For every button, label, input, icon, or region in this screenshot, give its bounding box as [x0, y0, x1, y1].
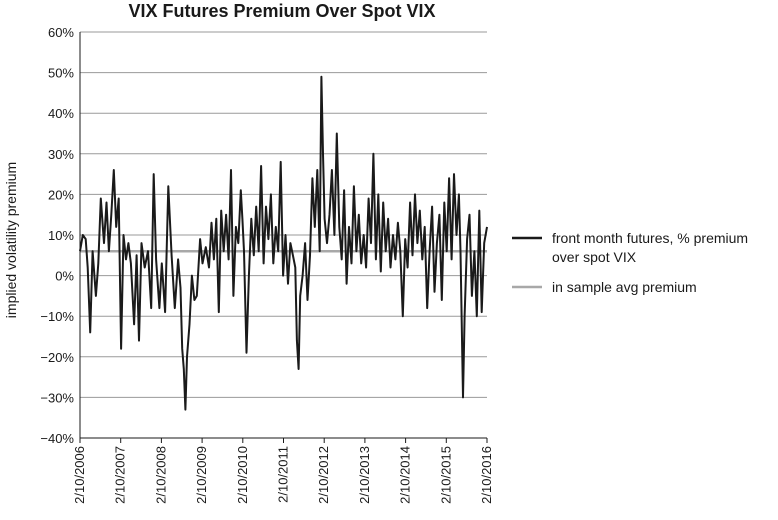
y-tick-label: −10% — [40, 309, 74, 324]
y-tick-labels: −40% −30% −20% −10% 0% 10% 20% 30% 40% 50% 60% — [40, 25, 74, 446]
y-tick-label: 50% — [48, 66, 74, 81]
y-tick-label: 60% — [48, 25, 74, 40]
x-tick-label: 2/10/2010 — [235, 446, 250, 504]
legend: front month futures, % premium over spot … — [512, 230, 748, 295]
x-tick-labels: 2/10/2006 2/10/2007 2/10/2008 2/10/2009 2/10… — [72, 446, 494, 504]
x-tick-label: 2/10/2013 — [357, 446, 372, 504]
legend-label-front-month: front month futures, % premium over spot … — [552, 230, 748, 265]
x-tick-label: 2/10/2014 — [398, 446, 413, 504]
y-tick-label: 0% — [55, 269, 74, 284]
x-tick-label: 2/10/2007 — [113, 446, 128, 504]
y-tick-label: 30% — [48, 147, 74, 162]
x-tick-label: 2/10/2012 — [316, 446, 331, 504]
y-axis-title: implied volatility premium — [3, 162, 19, 318]
y-tick-label: −30% — [40, 390, 74, 405]
x-tick-label: 2/10/2011 — [276, 446, 291, 503]
y-tick-label: −20% — [40, 350, 74, 365]
grid-lines — [80, 31, 487, 439]
y-tick-label: 40% — [48, 106, 74, 121]
series-line-layer — [79, 75, 488, 411]
x-tick-label: 2/10/2016 — [479, 446, 494, 504]
axes — [79, 32, 488, 443]
x-tick-label: 2/10/2006 — [72, 446, 87, 504]
x-tick-label: 2/10/2008 — [153, 446, 168, 504]
y-tick-label: −40% — [40, 431, 74, 446]
legend-label-average: in sample avg premium — [552, 279, 697, 295]
y-tick-label: 20% — [48, 187, 74, 202]
x-tick-label: 2/10/2015 — [438, 446, 453, 504]
y-tick-label: 10% — [48, 228, 74, 243]
x-tick-label: 2/10/2009 — [194, 446, 209, 504]
series-line-front-month-premium — [79, 75, 488, 411]
chart-title: VIX Futures Premium Over Spot VIX — [128, 1, 435, 21]
